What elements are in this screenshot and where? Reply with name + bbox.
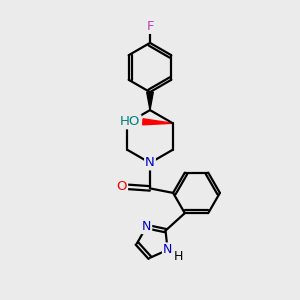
- Polygon shape: [143, 119, 173, 125]
- Text: O: O: [117, 180, 127, 194]
- Text: N: N: [163, 243, 172, 256]
- Text: H: H: [174, 250, 183, 263]
- Text: N: N: [145, 156, 155, 170]
- Text: N: N: [142, 220, 151, 233]
- Text: HO: HO: [120, 115, 140, 128]
- Polygon shape: [147, 92, 153, 110]
- Text: F: F: [146, 20, 154, 33]
